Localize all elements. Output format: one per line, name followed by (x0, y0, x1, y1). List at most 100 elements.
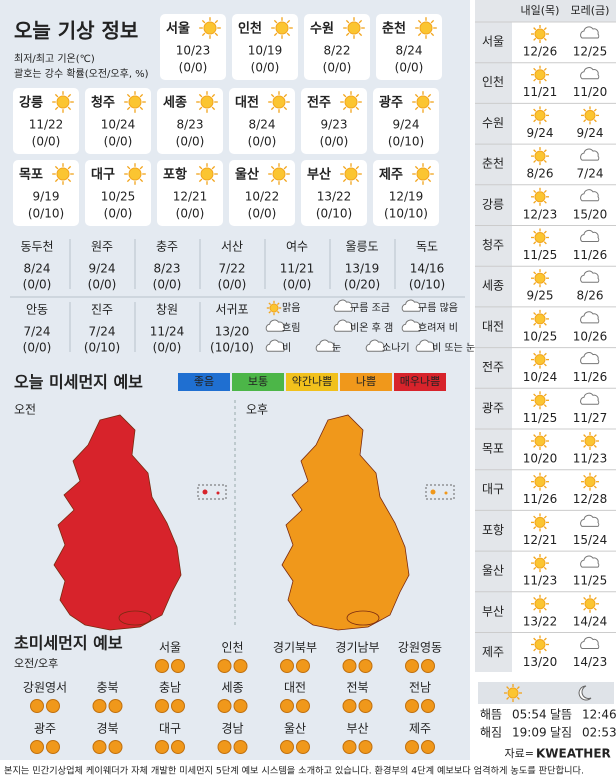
moon-icon (578, 685, 592, 701)
astro-time: 12:46 (582, 708, 616, 722)
forecast-tomorrow: 11/21 (523, 85, 558, 99)
scale-label: 매우나쁨 (400, 375, 440, 388)
region-name: 강원영동 (398, 641, 442, 655)
sun-disc (56, 167, 70, 181)
legend-label: 소나기 (382, 342, 410, 354)
sun-icon (504, 684, 522, 702)
city-name: 인천 (238, 21, 262, 37)
city-name: 목포 (19, 168, 43, 183)
sun-ray (543, 363, 547, 367)
forecast-after: 11/23 (573, 452, 608, 466)
sun-ray (67, 106, 72, 111)
sun-ray (543, 78, 547, 82)
forecast-tomorrow: 9/24 (527, 126, 554, 140)
sun-ray (211, 93, 216, 98)
sun-ray (430, 32, 435, 37)
city-name: 청주 (91, 95, 115, 111)
sun-icon (196, 91, 218, 113)
sun-ray (583, 434, 587, 438)
sun-ray (543, 119, 547, 123)
city-temp: 9/24 (89, 262, 116, 276)
sun-ray (543, 159, 547, 163)
sun-ray (533, 281, 537, 286)
sun-icon (531, 309, 549, 328)
dust-dot (405, 659, 419, 673)
forecast-city: 대전 (482, 319, 504, 333)
sun-ray (533, 271, 537, 275)
sun-ray (543, 444, 547, 448)
sun-ray (543, 200, 547, 204)
sun-disc (272, 95, 286, 109)
city-rain: (0/0) (104, 207, 133, 221)
forecast-tomorrow: 11/23 (523, 574, 558, 588)
sun-disc (416, 95, 430, 109)
city-name: 대구 (91, 168, 115, 183)
sun-ray (543, 37, 547, 41)
sun-ray (430, 19, 435, 24)
forecast-tomorrow: 10/20 (523, 452, 558, 466)
city-rain: (0/0) (23, 278, 52, 292)
sun-icon (531, 350, 549, 369)
sun-disc (56, 95, 70, 109)
dust-dot (108, 699, 123, 713)
city-rain: (0/0) (32, 135, 61, 149)
sun-icon (531, 391, 549, 410)
forecast-tomorrow: 11/26 (523, 492, 558, 506)
sun-disc (200, 167, 214, 181)
forecast-tomorrow: 9/25 (527, 289, 554, 303)
city-name: 춘천 (382, 22, 406, 37)
legend-label: 비온 후 갬 (350, 322, 393, 334)
forecast-after: 14/23 (573, 655, 608, 669)
sun-ray (211, 165, 216, 170)
legend-label: 흐림 (282, 322, 300, 334)
sun-icon (531, 269, 549, 288)
cloud-icon (580, 26, 600, 39)
sun-icon (531, 513, 549, 532)
forecast-tomorrow: 10/25 (523, 329, 558, 343)
city-temp: 10/23 (176, 44, 211, 58)
forecast-city: 울산 (482, 564, 504, 578)
forecast-header: 내일(목) (521, 3, 560, 17)
sun-ray (543, 393, 547, 397)
sun-disc (584, 476, 596, 488)
island (444, 491, 448, 495)
source: 자료= (505, 747, 534, 760)
city-temp: 11/24 (150, 325, 185, 339)
forecast-city: 부산 (482, 604, 504, 618)
legend-label: 눈 (332, 342, 341, 354)
sun-ray (543, 474, 547, 478)
forecast-after: 9/24 (577, 126, 604, 140)
dust-dot (155, 699, 169, 713)
city-temp: 7/22 (219, 262, 246, 276)
dust-dot (46, 699, 60, 713)
sun-ray (345, 32, 350, 37)
sun-icon (124, 163, 146, 185)
cloud-icon (401, 299, 421, 312)
sun-icon (531, 554, 549, 573)
sun-icon (531, 635, 549, 654)
dust-dot (296, 740, 310, 754)
city-temp: 7/24 (89, 325, 116, 339)
cloud-icon (580, 392, 600, 405)
dust-dot (171, 659, 185, 673)
city-temp: 10/25 (101, 190, 136, 204)
scale-box (394, 373, 446, 391)
sun-ray (283, 178, 288, 183)
sun-ray (201, 19, 206, 24)
sun-ray (417, 19, 422, 24)
sun-icon (124, 91, 146, 113)
sun-ray (593, 444, 597, 448)
sun-icon (268, 163, 290, 185)
dust-dot (342, 740, 357, 754)
sun-ray (427, 178, 432, 183)
sun-ray (533, 189, 537, 194)
city-name: 원주 (91, 240, 113, 254)
forecast-city: 세종 (482, 279, 504, 293)
sun-ray (533, 607, 537, 611)
korea-map (53, 414, 182, 631)
sun-ray (67, 178, 72, 183)
sun-disc (534, 354, 546, 366)
dust-dot (155, 740, 169, 754)
sun-ray (54, 165, 59, 170)
dust-dot (171, 740, 185, 754)
